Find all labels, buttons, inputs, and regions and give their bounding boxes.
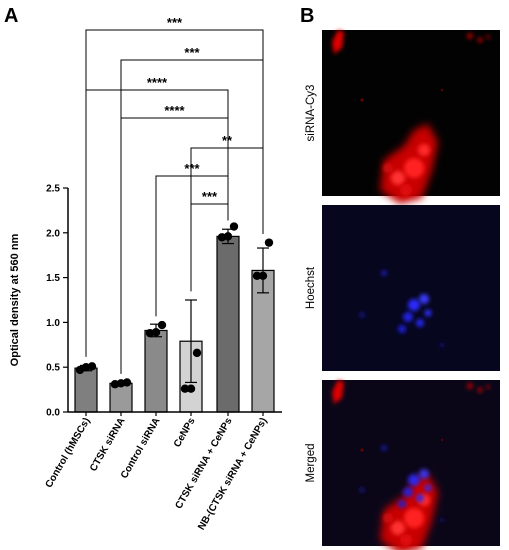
data-point-5-0 xyxy=(252,271,262,281)
error-bars xyxy=(80,228,269,386)
y-tick-label-1: 0.5 xyxy=(46,363,60,374)
y-ticks: 0.0 0.5 1.0 1.5 2.0 2.5 xyxy=(46,184,68,419)
significance-bracket-2 xyxy=(85,89,229,357)
bar-chart: ********************** 0.00.51.01.52.02.… xyxy=(9,15,282,532)
data-point-1-2 xyxy=(122,378,132,387)
data-point-4-2 xyxy=(229,222,239,231)
data-point-3-2 xyxy=(192,348,202,358)
significance-bracket-6 xyxy=(190,203,229,292)
data-point-3-0 xyxy=(180,384,190,393)
significance-label-1: *** xyxy=(184,45,200,60)
data-point-2-1 xyxy=(151,328,161,337)
y-tick-label-3: 1.5 xyxy=(46,273,60,284)
panel-b-letter: B xyxy=(300,5,314,27)
significance-label-2: **** xyxy=(147,75,168,90)
image-label-siRNA-Cy3: siRNA-Cy3 xyxy=(305,85,317,142)
y-tick-label-2: 1.0 xyxy=(46,318,60,329)
significance-bracket-3 xyxy=(120,117,229,374)
micrograph-panel: siRNA-Cy3 Hoechst Merged xyxy=(305,30,500,550)
x-tick-label-1: CTSK siRNA xyxy=(88,416,128,473)
x-tick-label-2: Control siRNA xyxy=(119,416,163,481)
y-tick-label-0: 0.0 xyxy=(46,408,60,419)
data-point-2-2 xyxy=(157,320,167,330)
data-point-3-1 xyxy=(186,384,196,393)
x-tick-label-3: CeNPs xyxy=(172,416,198,450)
bar-0 xyxy=(74,367,98,413)
bar-4 xyxy=(216,235,240,413)
panel-a-letter: A xyxy=(4,5,18,27)
data-point-5-2 xyxy=(264,238,274,247)
significance-bracket-5 xyxy=(155,175,229,317)
micrograph-hoechst xyxy=(322,205,500,371)
image-label-merged: Merged xyxy=(305,444,317,483)
significance-brackets: ********************** xyxy=(85,15,264,374)
significance-label-5: *** xyxy=(184,161,200,176)
significance-label-6: *** xyxy=(202,189,218,204)
image-label-hoechst: Hoechst xyxy=(305,266,317,309)
y-axis-title: Optical density at 560 nm xyxy=(9,233,21,366)
bar-2 xyxy=(144,329,168,413)
y-tick-label-4: 2.0 xyxy=(46,228,60,239)
data-point-5-1 xyxy=(258,271,268,281)
significance-bracket-1 xyxy=(120,59,264,374)
x-tick-label-5: NB-(CTSK siRNA + CeNPs) xyxy=(196,416,269,532)
data-point-0-2 xyxy=(87,362,97,371)
x-tick-label-0: Control (hMSCs) xyxy=(44,416,93,490)
y-tick-label-5: 2.5 xyxy=(46,184,60,195)
data-point-4-1 xyxy=(223,232,233,241)
data-points xyxy=(75,222,274,393)
bars xyxy=(74,235,275,413)
significance-label-4: ** xyxy=(222,133,233,148)
significance-label-0: *** xyxy=(167,15,183,30)
significance-label-3: **** xyxy=(164,103,185,118)
